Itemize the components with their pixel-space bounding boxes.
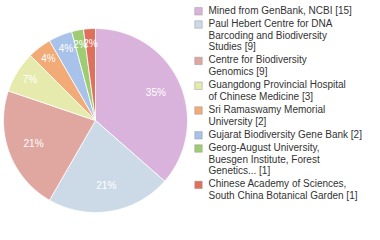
svg-text:Mined from GenBank, NCBI [15]: Mined from GenBank, NCBI [15]	[209, 5, 353, 16]
svg-text:7%: 7%	[23, 74, 38, 85]
svg-text:21%: 21%	[23, 138, 43, 149]
svg-text:35%: 35%	[146, 87, 166, 98]
svg-text:4%: 4%	[41, 53, 56, 64]
svg-text:4%: 4%	[59, 43, 74, 54]
svg-text:Paul Hebert Centre for DNABarc: Paul Hebert Centre for DNABarcoding and …	[209, 18, 333, 52]
svg-text:Chinese Academy of Sciences,So: Chinese Academy of Sciences,South China …	[209, 178, 358, 201]
svg-text:2%: 2%	[83, 38, 98, 49]
svg-text:Georg-August University,Buesge: Georg-August University,Buesgen Institut…	[209, 142, 320, 176]
svg-text:Gujarat Biodiversity Gene Bank: Gujarat Biodiversity Gene Bank [2]	[209, 129, 363, 140]
svg-text:Sri Ramaswamy MemorialUniversi: Sri Ramaswamy MemorialUniversity [2]	[209, 104, 326, 127]
svg-text:21%: 21%	[96, 180, 116, 191]
svg-text:2%: 2%	[73, 38, 88, 50]
svg-text:Guangdong Provincial Hospitalo: Guangdong Provincial Hospitalof Chinese …	[209, 79, 346, 102]
svg-text:Centre for BiodiversityGenomic: Centre for BiodiversityGenomics [9]	[209, 54, 307, 77]
